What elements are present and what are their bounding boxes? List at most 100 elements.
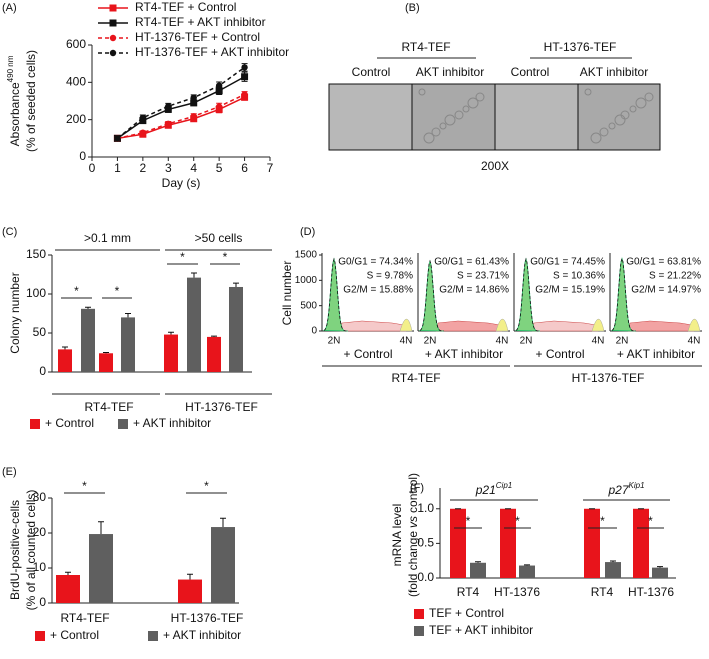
error-bar bbox=[233, 282, 239, 287]
series-line bbox=[117, 93, 245, 140]
error-bar bbox=[62, 346, 68, 350]
y-tick-label: 0.5 bbox=[417, 536, 434, 550]
stat-label: S = 21.22% bbox=[649, 271, 701, 282]
cell bbox=[584, 88, 592, 96]
x-tick-label: 2N bbox=[424, 336, 437, 347]
point bbox=[139, 114, 147, 122]
caption: 200X bbox=[481, 159, 509, 173]
y-tick-label: 30 bbox=[33, 490, 47, 504]
label-part: (% of all counted cells) bbox=[24, 490, 38, 611]
x-tick-label: 6 bbox=[241, 161, 248, 175]
legend-label: + AKT inhibitor bbox=[163, 628, 241, 642]
error-bar bbox=[524, 564, 530, 566]
g2-peak bbox=[495, 318, 509, 332]
bar bbox=[121, 317, 135, 372]
legend-label: + AKT inhibitor bbox=[133, 416, 211, 430]
error-bar bbox=[85, 306, 91, 309]
point bbox=[215, 82, 223, 89]
bar bbox=[470, 562, 486, 578]
y-axis-label: (fold change vs control) bbox=[406, 473, 420, 597]
bar bbox=[652, 567, 668, 578]
y-axis-label: BrdU-positive-cells bbox=[8, 500, 22, 600]
micrograph bbox=[328, 83, 413, 151]
cell bbox=[454, 110, 464, 120]
significance-label: * bbox=[223, 250, 228, 264]
g2-peak bbox=[687, 318, 701, 332]
condition-label: Control bbox=[352, 65, 391, 79]
x-tick-label: 5 bbox=[216, 161, 223, 175]
x-tick-label: 4 bbox=[190, 161, 197, 175]
bar bbox=[519, 565, 535, 578]
y-axis-label: Cell number bbox=[280, 261, 294, 326]
y-tick-label: 1000 bbox=[295, 275, 318, 286]
y-tick-label: 500 bbox=[300, 300, 317, 311]
bar bbox=[500, 508, 516, 578]
stat-label: S = 9.78% bbox=[367, 271, 414, 282]
y-tick-label: 200 bbox=[66, 112, 86, 126]
panel-label: (D) bbox=[300, 226, 315, 238]
label-part: (fold change bbox=[406, 531, 420, 597]
legend-label: + Control bbox=[45, 416, 94, 430]
label-part: p27 bbox=[607, 483, 629, 497]
significance-label: * bbox=[600, 514, 605, 528]
point bbox=[215, 87, 223, 95]
condition-label: + AKT inhibitor bbox=[425, 347, 503, 361]
x-tick-label: 2N bbox=[520, 336, 533, 347]
significance-label: * bbox=[74, 284, 79, 298]
cell bbox=[418, 88, 426, 96]
category-label: HT-1376 bbox=[494, 585, 540, 599]
group-label: HT-1376-TEF bbox=[572, 371, 645, 385]
cell bbox=[635, 97, 647, 109]
condition-label: AKT inhibitor bbox=[580, 65, 648, 79]
point bbox=[165, 103, 172, 110]
group-label: RT4-TEF bbox=[401, 40, 450, 54]
category-label: RT4 bbox=[457, 585, 480, 599]
panel-label: (F) bbox=[410, 482, 424, 494]
point bbox=[165, 120, 172, 127]
significance-label: * bbox=[115, 284, 120, 298]
y-tick-label: 150 bbox=[26, 247, 46, 261]
label-part: Cip1 bbox=[496, 481, 512, 490]
category-label: HT-1376 bbox=[628, 585, 674, 599]
stat-label: G0/G1 = 74.45% bbox=[530, 257, 605, 268]
error-bar bbox=[191, 272, 197, 278]
bar bbox=[605, 562, 621, 578]
significance-label: * bbox=[648, 514, 653, 528]
y-tick-label: 0 bbox=[39, 364, 46, 378]
legend-marker bbox=[109, 19, 117, 27]
condition-label: + Control bbox=[343, 347, 392, 361]
condition-label: Control bbox=[511, 65, 550, 79]
s-phase bbox=[435, 320, 503, 332]
bar bbox=[211, 527, 235, 603]
category-label: RT4-TEF bbox=[60, 611, 109, 625]
stat-label: G0/G1 = 63.81% bbox=[626, 257, 701, 268]
legend-label: + Control bbox=[50, 628, 99, 642]
x-tick-label: 3 bbox=[165, 161, 172, 175]
y-axis-label: (% of seeded cells) bbox=[24, 50, 38, 152]
error-bar bbox=[211, 335, 217, 337]
cell bbox=[629, 105, 637, 113]
group-label: HT-1376-TEF bbox=[544, 40, 617, 54]
x-tick-label: 2N bbox=[616, 336, 629, 347]
label-part: Kip1 bbox=[629, 481, 645, 490]
error-bar bbox=[475, 561, 481, 563]
group-label: >50 cells bbox=[195, 231, 243, 245]
micrograph bbox=[494, 83, 579, 151]
y-tick-label: 0 bbox=[39, 595, 46, 609]
cell bbox=[599, 127, 609, 137]
significance-label: * bbox=[180, 250, 185, 264]
point bbox=[139, 129, 147, 136]
point bbox=[190, 94, 197, 101]
cell bbox=[462, 105, 470, 113]
significance-label: * bbox=[515, 514, 520, 528]
cell bbox=[423, 132, 435, 144]
cell bbox=[475, 92, 485, 102]
legend-swatch bbox=[148, 631, 158, 641]
bar bbox=[584, 508, 600, 578]
y-tick-label: 50 bbox=[33, 325, 47, 339]
point bbox=[190, 113, 197, 120]
cell bbox=[590, 132, 602, 144]
legend-marker bbox=[109, 4, 117, 12]
point bbox=[215, 103, 223, 110]
